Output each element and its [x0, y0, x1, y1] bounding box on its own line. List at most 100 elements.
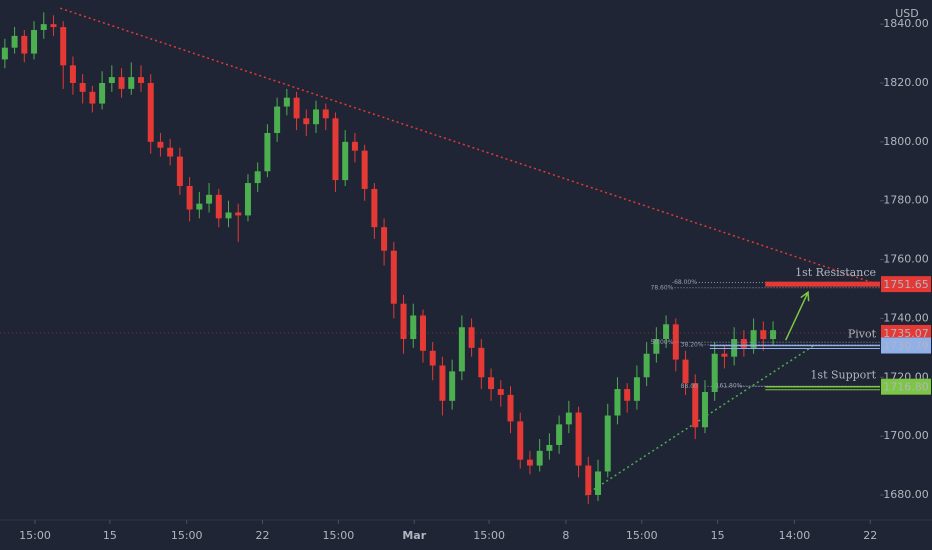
candle-body	[274, 106, 281, 134]
candle-body	[468, 327, 475, 348]
candle-body	[215, 194, 222, 219]
level-name: 1st Resistance	[795, 266, 876, 279]
candle-body	[770, 330, 777, 340]
candle-body	[283, 97, 290, 107]
fib-label: -68.00%	[672, 279, 697, 286]
candle-body	[186, 185, 193, 210]
candle-body	[235, 212, 242, 216]
trend-line	[60, 7, 881, 286]
candle-body	[89, 91, 96, 104]
candle-body	[50, 24, 57, 28]
candle-body	[137, 77, 144, 83]
y-tick-label: 1780.00	[883, 194, 929, 207]
trend-line	[584, 344, 816, 496]
candle-body	[711, 353, 718, 392]
candle-body	[157, 141, 164, 148]
price-box-label: 1751.65	[883, 278, 929, 291]
x-tick-label: 22	[256, 529, 270, 542]
candle-body	[653, 339, 660, 354]
candle-body	[69, 65, 76, 83]
candle-body	[536, 450, 543, 466]
candle-body	[361, 150, 368, 189]
candle-body	[381, 227, 388, 251]
candle-body	[604, 415, 611, 472]
candle-body	[303, 118, 310, 125]
candle-body	[254, 171, 261, 184]
arrow-head	[800, 290, 810, 302]
candle-body	[488, 377, 495, 390]
candle-body	[439, 365, 446, 401]
candle-body	[293, 97, 300, 119]
candle-body	[410, 315, 417, 340]
candle-body	[225, 212, 232, 219]
y-tick-label: 1760.00	[883, 253, 929, 266]
candle-body	[507, 394, 514, 422]
y-tick-label: 1820.00	[883, 76, 929, 89]
candle-body	[244, 183, 251, 216]
candle-body	[633, 377, 640, 401]
price-box	[881, 378, 931, 395]
candle-body	[595, 471, 602, 495]
candle-body	[565, 412, 572, 425]
candle-body	[1, 47, 8, 60]
x-tick-label: 15:00	[19, 529, 51, 542]
fib-label: 50.00%	[651, 339, 674, 346]
candle-body	[750, 330, 757, 348]
candle-body	[371, 188, 378, 228]
candle-body	[351, 141, 358, 151]
fib-label: 161.80%	[716, 383, 743, 390]
price-box	[881, 324, 931, 341]
candle-body	[322, 109, 329, 119]
candle-body	[546, 444, 553, 451]
candle-body	[206, 194, 213, 204]
candle-body	[128, 77, 135, 89]
candle-body	[167, 147, 174, 157]
candle-body	[342, 141, 349, 181]
candle-body	[478, 347, 485, 378]
candle-body	[196, 203, 203, 210]
candle-body	[672, 324, 679, 360]
x-tick-label: Mar	[402, 529, 426, 542]
currency-label: USD	[895, 7, 919, 20]
level-name: Pivot	[848, 328, 877, 341]
x-tick-label: 15	[103, 529, 117, 542]
candle-body	[624, 389, 631, 401]
candle-body	[60, 27, 67, 66]
x-tick-label: 15:00	[626, 529, 658, 542]
price-box	[881, 337, 931, 354]
candle-body	[692, 383, 699, 428]
candle-body	[585, 465, 592, 495]
fib-label: 78.60%	[651, 284, 674, 291]
candle-body	[118, 77, 125, 89]
y-tick-label: 1800.00	[883, 135, 929, 148]
candle-body	[176, 156, 183, 186]
candle-body	[429, 350, 436, 366]
candle-body	[449, 371, 456, 401]
candle-body	[458, 327, 465, 372]
candle-body	[663, 324, 670, 340]
y-tick-label: 1840.00	[883, 17, 929, 30]
candle-body	[21, 35, 28, 54]
price-box-label: 1730.79	[883, 340, 929, 353]
x-tick-label: 15:00	[473, 529, 505, 542]
x-tick-label: 15:00	[323, 529, 355, 542]
fib-label: 88.00	[681, 383, 698, 390]
candle-body	[701, 391, 708, 428]
candle-body	[332, 118, 339, 181]
price-box-label: 1716.80	[883, 381, 929, 394]
candle-body	[40, 24, 47, 31]
price-box-label: 1735.07	[883, 327, 929, 340]
x-tick-label: 14:00	[779, 529, 811, 542]
candle-body	[740, 339, 747, 348]
candle-body	[643, 353, 650, 378]
candle-body	[390, 250, 397, 304]
candle-body	[760, 330, 767, 340]
x-tick-label: 8	[562, 529, 569, 542]
fib-label: 38.20%	[681, 341, 704, 348]
candle-body	[147, 82, 154, 142]
candle-body	[313, 109, 320, 125]
candle-body	[99, 82, 106, 104]
candle-body	[721, 353, 728, 357]
